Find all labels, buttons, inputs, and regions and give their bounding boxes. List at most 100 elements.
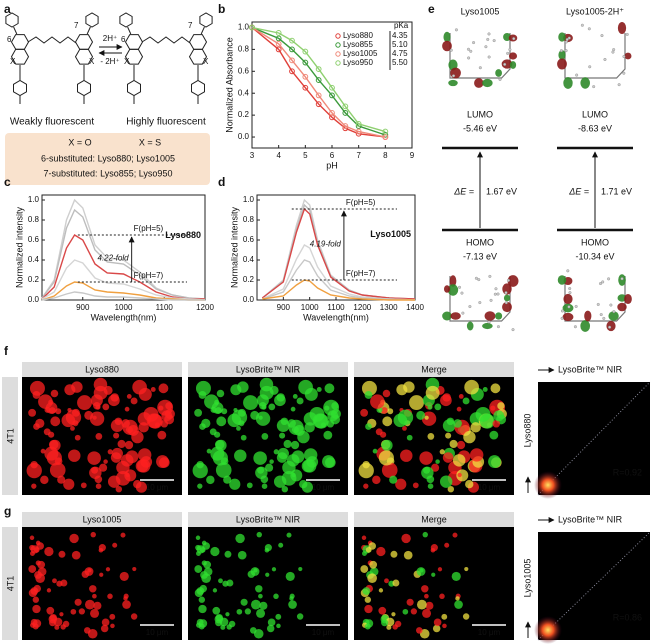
signal — [212, 450, 228, 466]
signal — [386, 624, 392, 630]
data-point — [289, 68, 295, 75]
legend-marker — [335, 42, 341, 48]
skeleton — [449, 276, 511, 322]
atom — [588, 65, 592, 69]
signal — [78, 608, 85, 615]
signal — [102, 403, 110, 411]
signal — [94, 475, 103, 484]
y-tick-label: 0.8 — [238, 45, 250, 54]
y-tick-label: 0.4 — [28, 255, 40, 264]
signal — [195, 380, 211, 396]
signal — [33, 546, 40, 553]
legend-value: 4.75 — [392, 49, 408, 58]
lobe — [563, 77, 573, 89]
y-axis-title: Normalized intensity — [229, 206, 239, 288]
data-point — [382, 131, 389, 138]
lobe — [507, 275, 519, 287]
series-line — [251, 26, 386, 138]
signal — [273, 475, 287, 488]
data-point — [275, 41, 282, 47]
lobe — [502, 283, 512, 295]
data-point — [329, 84, 335, 91]
signal — [323, 430, 333, 440]
signal — [132, 379, 147, 395]
atom — [609, 303, 613, 307]
y-tick-label: 0.2 — [238, 110, 250, 119]
signal — [434, 403, 442, 411]
signal — [365, 423, 372, 430]
signal — [304, 422, 315, 433]
atom — [620, 277, 624, 281]
scale-label: 10 μm — [312, 483, 335, 492]
signal — [132, 566, 137, 572]
signal — [283, 439, 292, 449]
signal — [427, 433, 435, 440]
stroke — [200, 26, 205, 35]
atom — [487, 55, 491, 59]
data-point — [275, 46, 282, 53]
signal — [250, 599, 261, 610]
signal — [33, 423, 40, 430]
signal — [470, 448, 484, 462]
signal — [38, 394, 53, 409]
signal — [121, 419, 130, 428]
signal — [120, 454, 134, 467]
signal — [91, 466, 99, 474]
data-point — [329, 110, 335, 116]
signal — [361, 380, 377, 396]
signal — [130, 613, 138, 620]
signal — [394, 620, 402, 628]
data-point — [342, 123, 349, 129]
signal — [424, 593, 429, 599]
data-point — [315, 66, 322, 73]
signal — [451, 571, 461, 581]
signal — [95, 483, 102, 490]
legend-title: pKa — [394, 21, 409, 30]
signal — [393, 413, 408, 428]
signal — [109, 613, 116, 620]
signal — [489, 430, 499, 440]
signal — [454, 600, 463, 609]
data-point — [315, 92, 322, 99]
atom — [493, 292, 497, 296]
signal — [406, 598, 414, 606]
signal — [322, 455, 335, 468]
orbital-label: LUMO — [582, 109, 608, 119]
cells — [360, 531, 470, 639]
signal — [59, 612, 64, 617]
legend-marker — [335, 60, 341, 66]
atom — [487, 320, 491, 324]
lobe — [474, 78, 484, 88]
signal — [46, 450, 62, 466]
atom — [472, 41, 476, 45]
signal — [203, 560, 212, 569]
signal — [444, 542, 450, 548]
panel-letter: d — [218, 175, 225, 189]
panel-letter: c — [4, 175, 11, 189]
signal — [32, 596, 40, 603]
signal — [493, 410, 505, 422]
stroke — [127, 26, 132, 35]
lobe — [495, 312, 503, 320]
signal — [278, 542, 284, 548]
header-strip — [188, 512, 348, 527]
data-point — [355, 120, 362, 127]
signal — [197, 483, 203, 489]
signal — [316, 386, 322, 392]
signal — [425, 385, 440, 400]
signal — [199, 423, 206, 430]
signal — [431, 463, 440, 472]
atom — [504, 301, 508, 305]
signal — [215, 439, 227, 451]
y-tick-label: 1.0 — [243, 195, 255, 204]
lobe — [450, 67, 461, 79]
signal — [214, 407, 222, 414]
signal — [26, 462, 42, 479]
diagonal — [537, 531, 651, 641]
data-point — [289, 46, 295, 53]
signal — [58, 550, 66, 558]
signal — [124, 469, 137, 482]
signal — [455, 596, 460, 601]
signal — [452, 532, 458, 538]
signal — [32, 604, 41, 614]
